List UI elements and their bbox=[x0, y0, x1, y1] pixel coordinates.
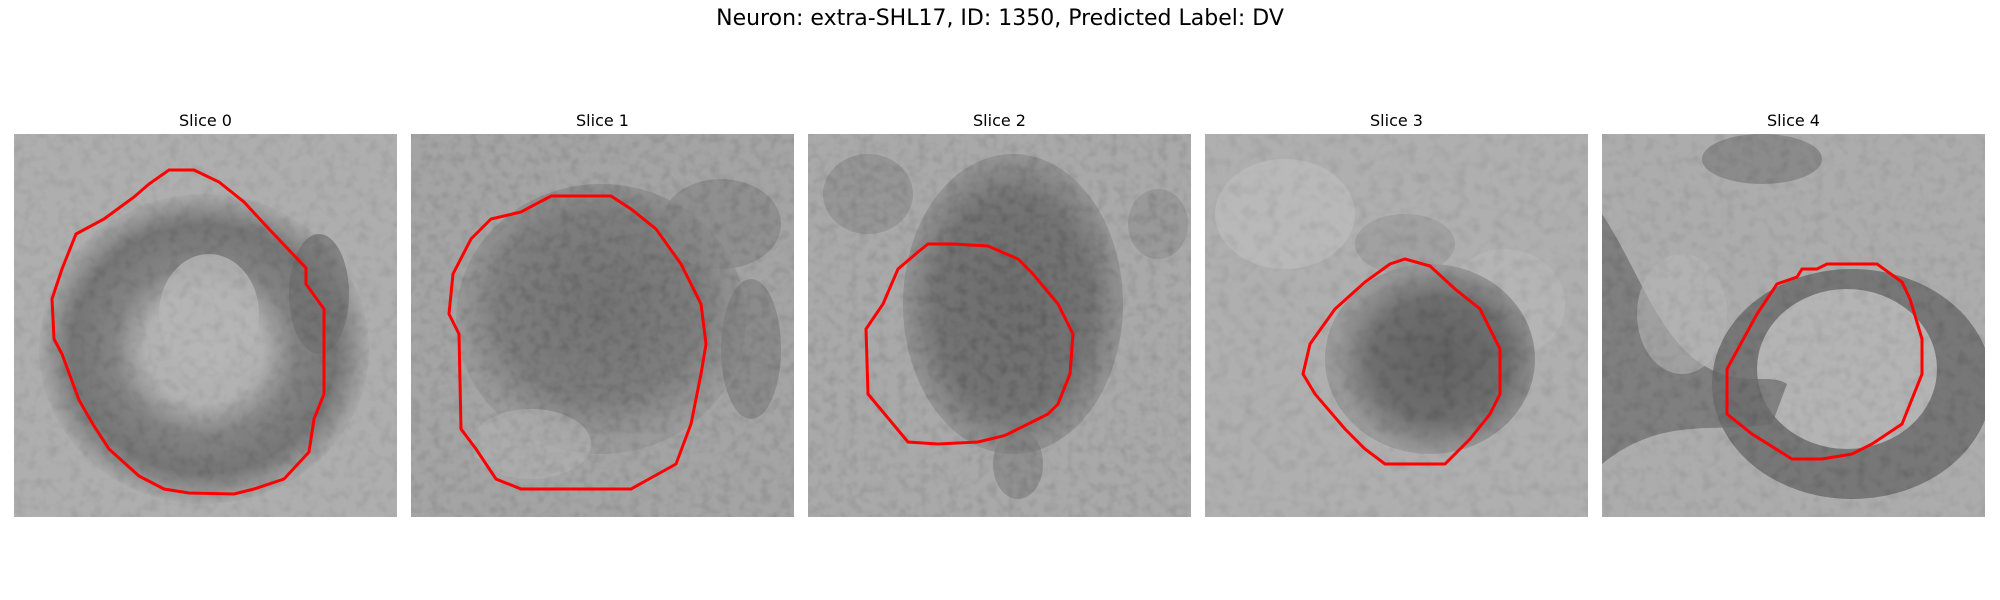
microscopy-image-1 bbox=[411, 134, 794, 517]
figure-title: Neuron: extra-SHL17, ID: 1350, Predicted… bbox=[716, 6, 1284, 31]
slice-title-0: Slice 0 bbox=[179, 111, 232, 130]
microscopy-image-3 bbox=[1205, 134, 1588, 517]
slice-image-2 bbox=[808, 134, 1191, 517]
slice-image-0 bbox=[14, 134, 397, 517]
segmentation-contour-3 bbox=[1301, 257, 1502, 466]
microscopy-image-2 bbox=[808, 134, 1191, 517]
slice-title-1: Slice 1 bbox=[576, 111, 629, 130]
slice-panel-4: Slice 4 bbox=[1602, 108, 1985, 517]
segmentation-contour-2 bbox=[864, 242, 1075, 446]
slice-panel-3: Slice 3 bbox=[1205, 108, 1588, 517]
slice-image-4 bbox=[1602, 134, 1985, 517]
slice-image-3 bbox=[1205, 134, 1588, 517]
slice-title-4: Slice 4 bbox=[1767, 111, 1820, 130]
segmentation-contour-4 bbox=[1725, 262, 1924, 461]
slice-panel-1: Slice 1 bbox=[411, 108, 794, 517]
slice-title-2: Slice 2 bbox=[973, 111, 1026, 130]
slice-title-3: Slice 3 bbox=[1370, 111, 1423, 130]
microscopy-image-0 bbox=[14, 134, 397, 517]
slice-panel-2: Slice 2 bbox=[808, 108, 1191, 517]
segmentation-contour-0 bbox=[50, 168, 326, 496]
slice-image-1 bbox=[411, 134, 794, 517]
segmentation-contour-1 bbox=[447, 194, 708, 491]
slice-panel-0: Slice 0 bbox=[14, 108, 397, 517]
